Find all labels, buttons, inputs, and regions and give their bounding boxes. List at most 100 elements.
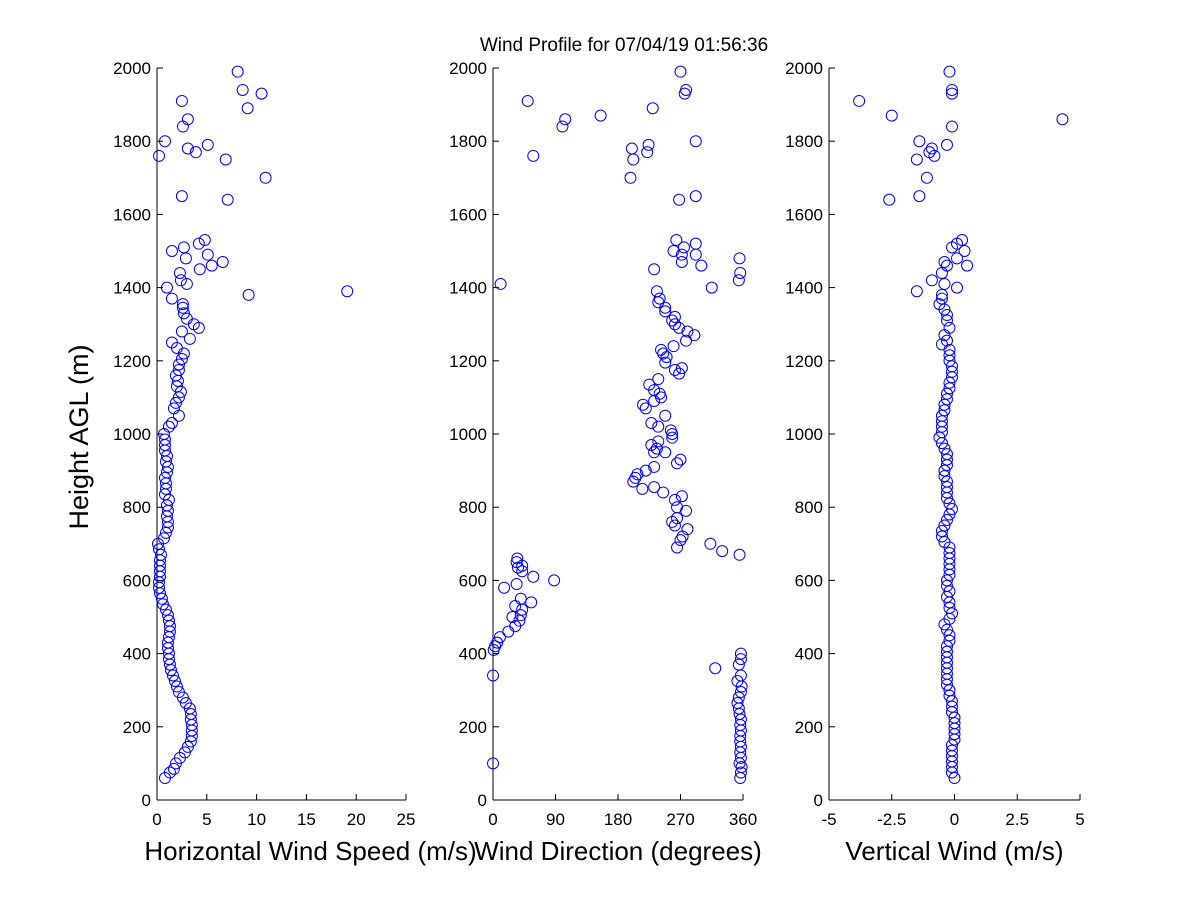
data-point: [201, 138, 214, 151]
y-tick-label: 600: [795, 571, 823, 590]
data-point: [938, 398, 951, 411]
data-point: [652, 420, 665, 433]
data-point: [152, 543, 165, 556]
x-tick-label: 25: [397, 810, 416, 829]
data-point: [154, 548, 167, 561]
data-point: [667, 245, 680, 257]
data-point: [938, 535, 951, 548]
data-point: [945, 87, 958, 100]
data-point: [945, 365, 958, 378]
data-point: [853, 94, 866, 107]
data-point: [935, 266, 948, 279]
data-point: [205, 259, 218, 272]
data-point: [943, 376, 956, 389]
data-point: [688, 329, 701, 342]
data-point: [913, 135, 926, 148]
data-point: [169, 396, 182, 409]
data-point: [670, 234, 683, 247]
data-point: [187, 318, 200, 331]
data-point: [689, 237, 702, 250]
data-point: [175, 190, 188, 203]
data-point: [172, 686, 185, 699]
y-tick-label: 1800: [113, 132, 151, 151]
data-point: [162, 420, 175, 433]
data-point: [940, 393, 953, 406]
data-point: [734, 766, 747, 779]
data-point: [933, 298, 946, 311]
data-point: [653, 292, 666, 305]
y-tick-label: 400: [795, 645, 823, 664]
data-point: [180, 312, 193, 325]
data-point: [493, 631, 506, 644]
data-point: [494, 277, 507, 290]
data-point: [689, 135, 702, 148]
data-point: [671, 512, 684, 525]
data-point: [165, 292, 178, 305]
data-point: [943, 382, 956, 395]
data-point: [521, 94, 534, 107]
data-point: [938, 442, 951, 455]
data-point: [675, 490, 688, 503]
data-point: [637, 398, 649, 411]
data-point: [491, 636, 504, 649]
data-point: [940, 514, 953, 527]
data-point: [943, 349, 956, 362]
data-point: [160, 281, 173, 294]
data-point: [625, 142, 638, 155]
data-point: [940, 309, 953, 322]
data-point: [184, 707, 197, 720]
data-point: [733, 548, 746, 561]
data-point: [175, 94, 188, 107]
data-point: [677, 241, 690, 254]
data-point: [175, 325, 188, 338]
data-point: [938, 519, 951, 532]
y-tick-label: 2000: [113, 59, 151, 78]
data-point: [734, 266, 747, 279]
data-point: [951, 252, 964, 265]
data-point: [157, 532, 170, 545]
data-point: [961, 259, 974, 272]
data-point: [158, 433, 171, 446]
data-point: [680, 83, 693, 96]
y-tick-label: 1200: [785, 352, 823, 371]
data-point: [643, 378, 656, 391]
data-point: [176, 298, 189, 311]
data-point: [502, 625, 515, 638]
data-point: [945, 739, 958, 752]
speed-x-axis-label: Horizontal Wind Speed (m/s): [144, 836, 476, 866]
data-point: [664, 424, 677, 437]
wind-direction-panel: 0 200 400 600 800 1000 1200 1400 1600 1800 2000 0 90…: [449, 59, 762, 866]
vertical-wind-panel: 0 200 400 600 800 1000 1200 1400 1600 1800 2000 -5 -…: [785, 59, 1085, 866]
data-point: [548, 574, 561, 587]
data-point: [673, 193, 686, 206]
data-point: [179, 252, 192, 265]
x-tick-label: 5: [1075, 810, 1084, 829]
data-point: [910, 285, 923, 298]
data-point: [168, 675, 181, 688]
data-point: [935, 409, 948, 422]
data-point: [940, 259, 953, 272]
data-point: [648, 263, 661, 276]
x-tick-label: 90: [546, 810, 565, 829]
data-point: [943, 497, 956, 510]
data-point: [559, 113, 572, 126]
data-point: [958, 245, 971, 257]
data-point: [883, 193, 896, 206]
data-point: [179, 697, 192, 710]
data-point: [935, 415, 948, 428]
x-tick-label: 0: [950, 810, 959, 829]
data-point: [231, 65, 244, 78]
data-point: [639, 464, 652, 477]
data-point: [940, 138, 953, 151]
data-point: [487, 757, 499, 770]
data-point: [732, 691, 745, 704]
y-tick-label: 600: [123, 571, 151, 590]
data-point: [948, 717, 961, 730]
data-point: [940, 453, 953, 466]
data-point: [933, 431, 946, 444]
data-point: [648, 481, 661, 494]
data-point: [241, 102, 254, 115]
data-point: [594, 109, 607, 122]
data-point: [945, 744, 958, 757]
data-point: [681, 325, 694, 338]
